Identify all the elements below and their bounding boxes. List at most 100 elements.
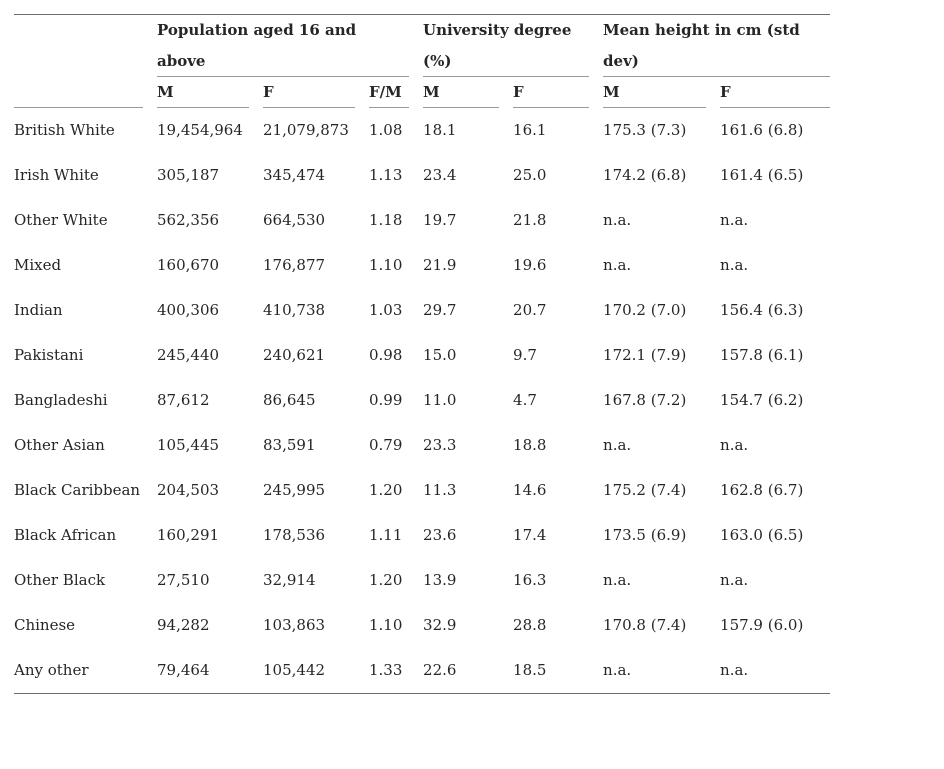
row-label-cell: Mixed <box>14 256 62 274</box>
data-cell: 175.3 (7.3) <box>603 121 687 139</box>
data-cell: n.a. <box>603 256 632 274</box>
sub-header-population-m: M <box>157 77 263 108</box>
data-cell: 18.8 <box>513 436 547 454</box>
table-row: Other Asian 105,445 83,591 0.79 23.3 18.8 n.a.… <box>14 423 830 468</box>
data-cell: 174.2 (6.8) <box>603 166 687 184</box>
sub-header-height-f: F <box>720 77 831 108</box>
data-cell: 160,670 <box>157 256 220 274</box>
data-cell: 345,474 <box>263 166 326 184</box>
group-header-population: Population aged 16 and above <box>157 14 424 77</box>
data-cell: 23.3 <box>423 436 457 454</box>
data-cell: 204,503 <box>157 481 220 499</box>
table-row: Black African 160,291 178,536 1.11 23.6 17.4 1… <box>14 513 830 558</box>
data-cell: 105,445 <box>157 436 220 454</box>
data-cell: 160,291 <box>157 526 220 544</box>
data-cell: 11.0 <box>423 391 457 409</box>
data-cell: 79,464 <box>157 661 210 679</box>
data-cell: 1.08 <box>369 121 403 139</box>
corner-cell <box>14 15 157 78</box>
data-cell: 23.6 <box>423 526 457 544</box>
data-cell: 1.20 <box>369 571 403 589</box>
data-cell: 172.1 (7.9) <box>603 346 687 364</box>
data-cell: 175.2 (7.4) <box>603 481 687 499</box>
data-cell: 103,863 <box>263 616 326 634</box>
data-cell: 27,510 <box>157 571 210 589</box>
data-cell: 17.4 <box>513 526 547 544</box>
data-cell: 86,645 <box>263 391 316 409</box>
data-cell: n.a. <box>720 256 749 274</box>
data-cell: 29.7 <box>423 301 457 319</box>
data-cell: 1.13 <box>369 166 403 184</box>
data-cell: 32,914 <box>263 571 316 589</box>
data-cell: n.a. <box>603 661 632 679</box>
data-cell: n.a. <box>603 211 632 229</box>
row-label-cell: Any other <box>14 661 89 679</box>
table-header: Population aged 16 and above University … <box>14 14 831 108</box>
data-cell: 13.9 <box>423 571 457 589</box>
data-cell: 1.33 <box>369 661 403 679</box>
data-cell: 664,530 <box>263 211 326 229</box>
data-cell: 19.6 <box>513 256 547 274</box>
data-cell: 0.99 <box>369 391 403 409</box>
data-cell: 14.6 <box>513 481 547 499</box>
data-cell: 18.5 <box>513 661 547 679</box>
group-header-mean-height: Mean height in cm (std dev) <box>603 14 831 77</box>
data-cell: 170.2 (7.0) <box>603 301 687 319</box>
data-cell: 32.9 <box>423 616 457 634</box>
data-cell: 1.03 <box>369 301 403 319</box>
data-cell: 18.1 <box>423 121 457 139</box>
table-row: Black Caribbean 204,503 245,995 1.20 11.3 14.… <box>14 468 830 513</box>
table-row: Pakistani 245,440 240,621 0.98 15.0 9.7 172.1 … <box>14 333 830 378</box>
data-cell: 178,536 <box>263 526 326 544</box>
data-cell: 154.7 (6.2) <box>720 391 804 409</box>
row-label-cell: Chinese <box>14 616 76 634</box>
sub-header-row: M F F/M M F M F <box>14 77 831 108</box>
sub-header-fm-ratio: F/M <box>369 77 424 108</box>
data-cell: n.a. <box>720 661 749 679</box>
data-cell: 83,591 <box>263 436 316 454</box>
data-cell: 0.79 <box>369 436 403 454</box>
data-cell: 21,079,873 <box>263 121 349 139</box>
data-cell: n.a. <box>720 436 749 454</box>
data-cell: n.a. <box>720 571 749 589</box>
table-row: Bangladeshi 87,612 86,645 0.99 11.0 4.7 167.8 … <box>14 378 830 423</box>
data-cell: 20.7 <box>513 301 547 319</box>
data-cell: 105,442 <box>263 661 326 679</box>
data-cell: 305,187 <box>157 166 220 184</box>
row-label-cell: Other Black <box>14 571 106 589</box>
data-cell: 163.0 (6.5) <box>720 526 804 544</box>
data-cell: 245,995 <box>263 481 326 499</box>
row-label-cell: Black Caribbean <box>14 481 141 499</box>
data-cell: 21.8 <box>513 211 547 229</box>
row-label-cell: Black African <box>14 526 117 544</box>
data-cell: 15.0 <box>423 346 457 364</box>
table-body: British White 19,454,964 21,079,873 1.08 18.… <box>14 108 830 694</box>
data-cell: 19,454,964 <box>157 121 243 139</box>
data-cell: 16.3 <box>513 571 547 589</box>
sub-header-degree-f: F <box>513 77 604 108</box>
row-label-cell: Indian <box>14 301 63 319</box>
data-cell: 16.1 <box>513 121 547 139</box>
data-cell: 161.4 (6.5) <box>720 166 804 184</box>
row-label-cell: Other White <box>14 211 108 229</box>
demographics-table: Population aged 16 and above University … <box>14 14 831 694</box>
table-row: Irish White 305,187 345,474 1.13 23.4 25.0 174… <box>14 153 830 198</box>
data-cell: 176,877 <box>263 256 326 274</box>
sub-header-height-m: M <box>603 77 721 108</box>
data-cell: 23.4 <box>423 166 457 184</box>
row-label-cell: Other Asian <box>14 436 105 454</box>
sub-header-population-f: F <box>263 77 369 108</box>
data-cell: 9.7 <box>513 346 537 364</box>
data-cell: 167.8 (7.2) <box>603 391 687 409</box>
data-cell: 22.6 <box>423 661 457 679</box>
data-cell: 25.0 <box>513 166 547 184</box>
data-cell: 400,306 <box>157 301 220 319</box>
data-cell: 21.9 <box>423 256 457 274</box>
data-cell: 161.6 (6.8) <box>720 121 804 139</box>
data-cell: 170.8 (7.4) <box>603 616 687 634</box>
table-row: Other Black 27,510 32,914 1.20 13.9 16.3 n.a. n… <box>14 558 830 603</box>
table-row: Mixed 160,670 176,877 1.10 21.9 19.6 n.a. n.a. <box>14 243 830 288</box>
table-row: Any other 79,464 105,442 1.33 22.6 18.5 n.a. n.… <box>14 648 830 694</box>
data-cell: 1.20 <box>369 481 403 499</box>
